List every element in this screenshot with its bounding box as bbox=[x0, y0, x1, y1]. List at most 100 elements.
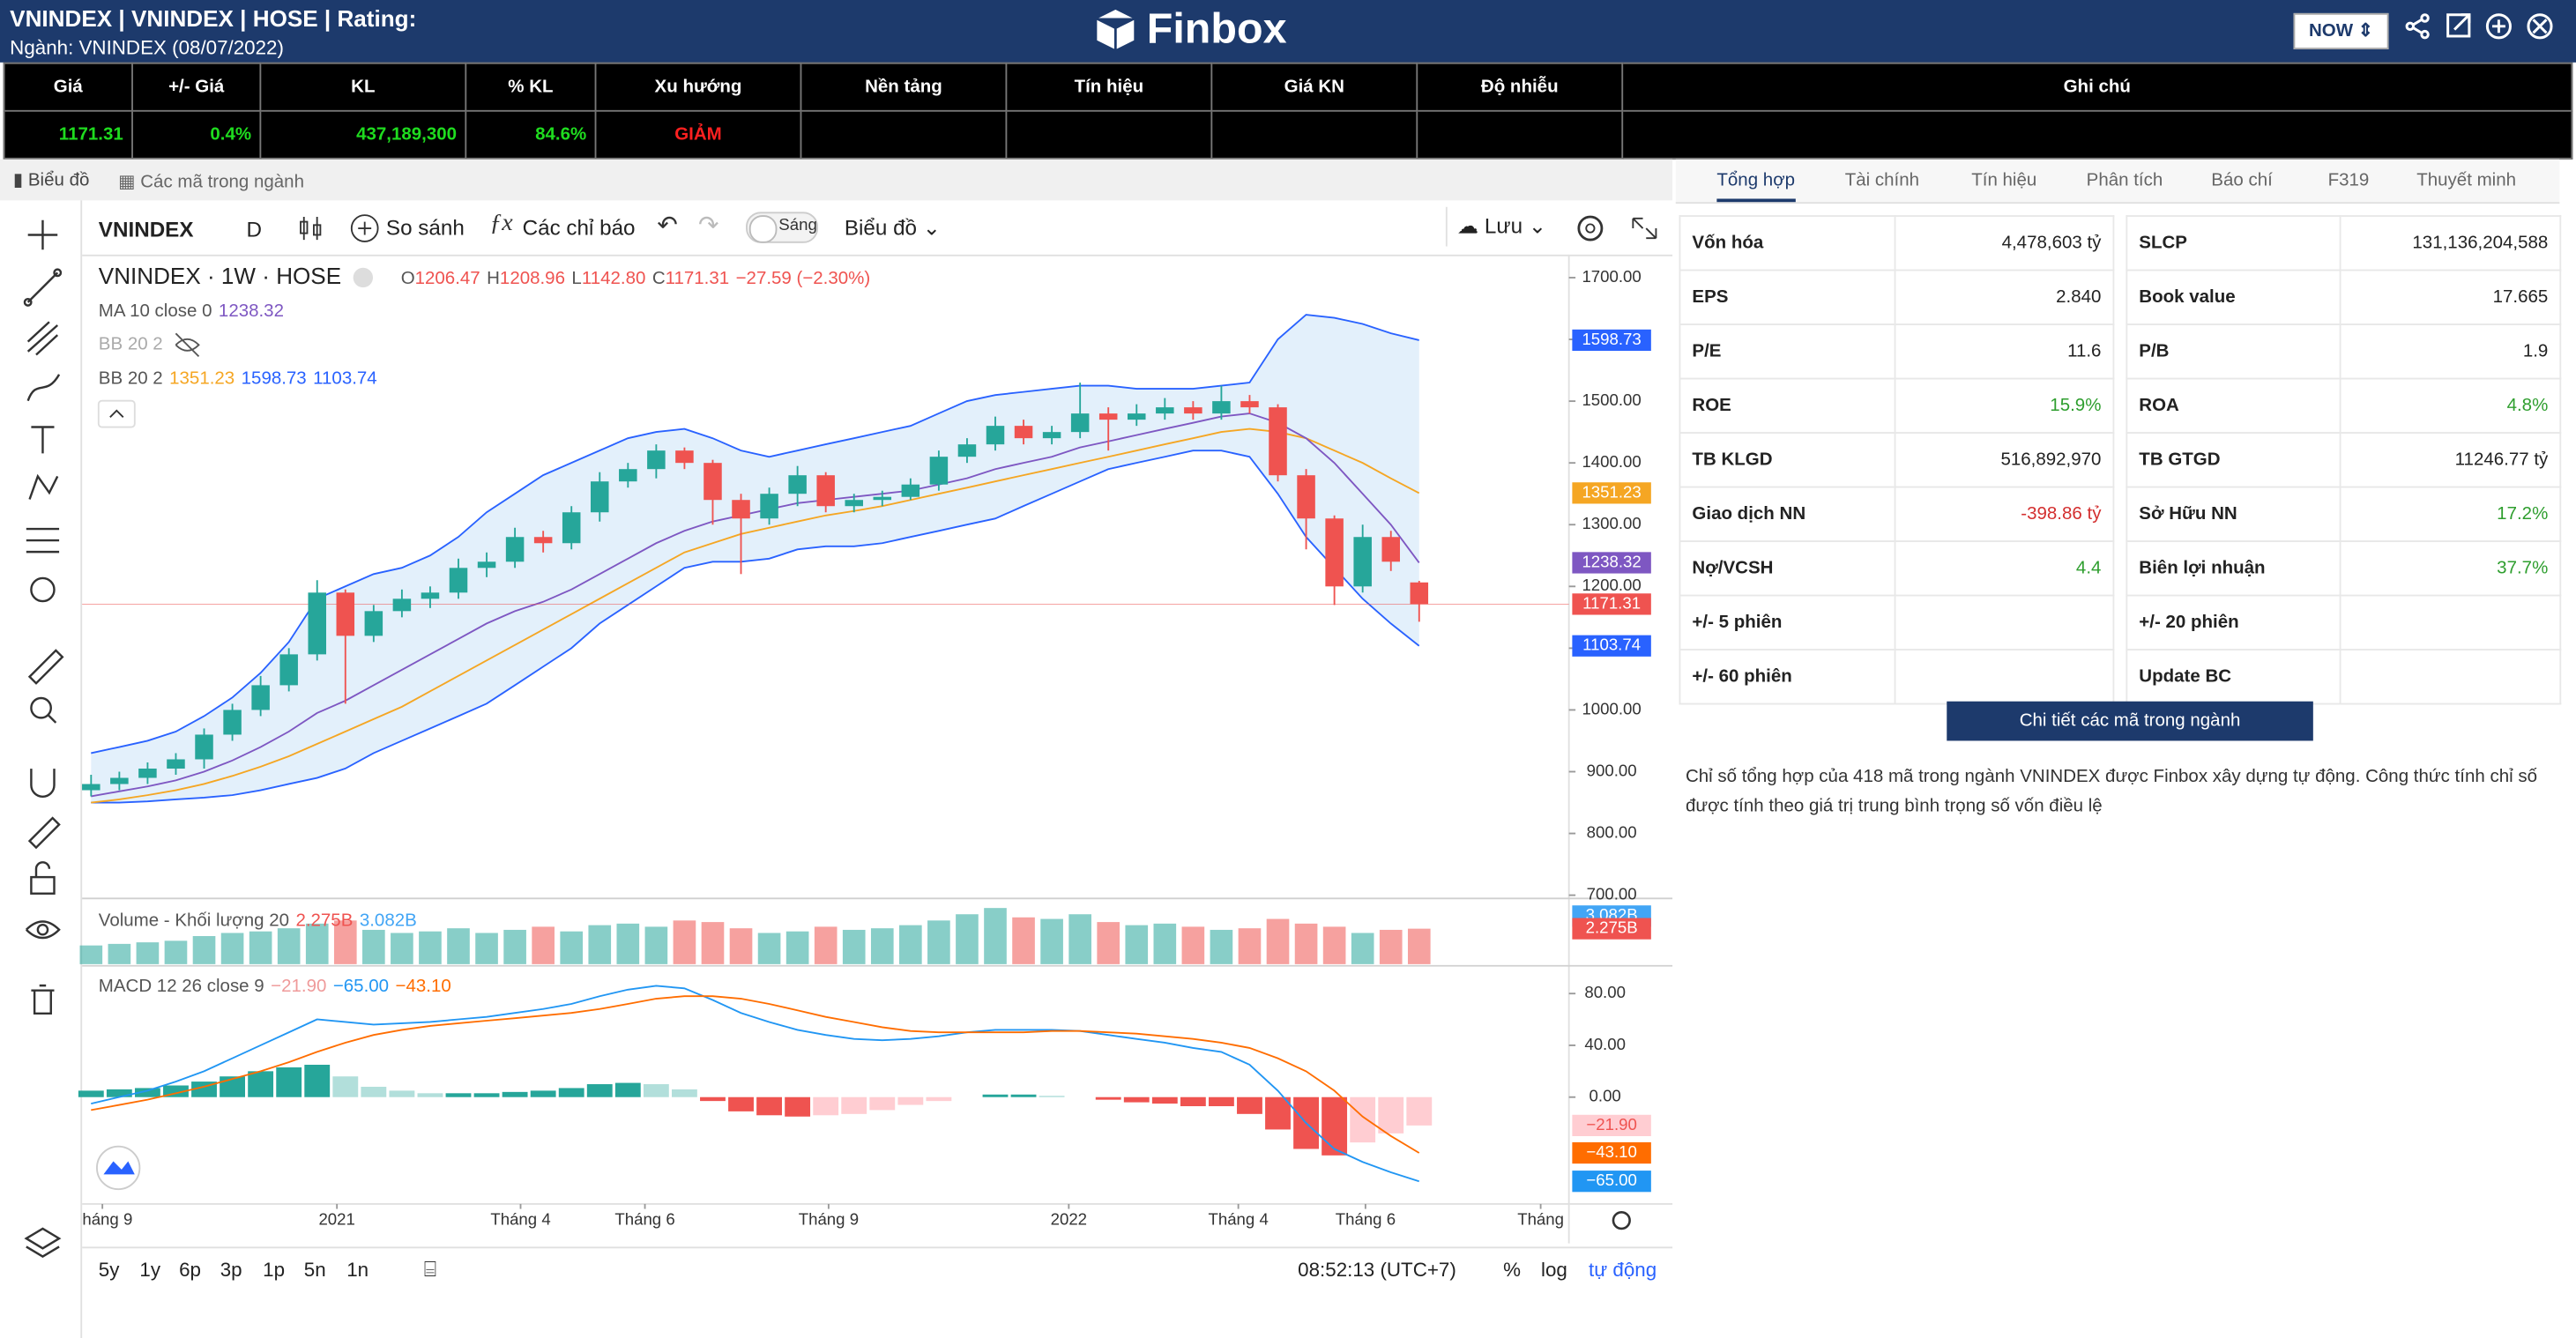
close-icon[interactable] bbox=[2527, 13, 2553, 40]
macd-histogram-bar bbox=[276, 1067, 302, 1097]
range-button[interactable]: 1n bbox=[346, 1258, 369, 1282]
now-button[interactable]: NOW ⇕ bbox=[2293, 12, 2389, 49]
lock-tool[interactable] bbox=[30, 861, 56, 895]
stat-label: ROE bbox=[1679, 377, 1896, 434]
settings-icon[interactable] bbox=[1577, 215, 1604, 242]
industry-button[interactable]: Chi tiết các mã trong ngành bbox=[1947, 701, 2313, 741]
ohlc-item: 1171.31 bbox=[666, 268, 730, 288]
save-button[interactable]: ☁ Lưu ⌄ bbox=[1445, 206, 1569, 247]
right-tab[interactable]: Tín hiệu bbox=[1971, 170, 2037, 191]
stat-label: P/B bbox=[2126, 323, 2341, 380]
candle-body bbox=[308, 592, 326, 655]
legend: Volume - Khối lượng 20 2.275B 3.082B bbox=[99, 911, 417, 931]
right-tab[interactable]: Phân tích bbox=[2086, 170, 2163, 191]
lock-draw-tool[interactable] bbox=[27, 816, 61, 850]
stat-row: TB GTGD 11246.77 tỷ bbox=[2126, 432, 2562, 488]
prediction-tool[interactable] bbox=[26, 527, 60, 554]
redo[interactable]: ↷ bbox=[697, 212, 719, 241]
layers-tool[interactable] bbox=[24, 1227, 62, 1259]
macd-histogram-bar bbox=[586, 1084, 613, 1097]
line-tool[interactable] bbox=[23, 268, 63, 307]
compare-button[interactable]: So sánh bbox=[385, 215, 465, 241]
range-button[interactable]: 5y bbox=[98, 1258, 120, 1282]
right-tab[interactable]: F319 bbox=[2327, 170, 2370, 191]
stat-row: Sở Hữu NN 17.2% bbox=[2126, 486, 2562, 542]
candle-body bbox=[110, 777, 129, 784]
emoji-tool[interactable] bbox=[30, 576, 56, 603]
ma-name: MA 10 close 0 bbox=[99, 301, 212, 321]
range-button[interactable]: 3p bbox=[220, 1258, 242, 1282]
volume-bar bbox=[757, 933, 781, 964]
range-button[interactable]: 1y bbox=[139, 1258, 161, 1282]
percent-toggle[interactable]: % bbox=[1503, 1258, 1522, 1282]
macd-histogram-bar bbox=[1265, 1096, 1291, 1130]
auto-toggle[interactable]: tự động bbox=[1589, 1258, 1657, 1282]
volume-bar bbox=[785, 931, 809, 964]
range-button[interactable]: 6p bbox=[179, 1258, 202, 1282]
volume-bar bbox=[899, 925, 922, 964]
right-tab[interactable]: Tổng hợp bbox=[1716, 171, 1796, 203]
zoom-tool[interactable] bbox=[30, 696, 57, 724]
volume-bar bbox=[984, 908, 1007, 964]
stat-label: Book value bbox=[2126, 269, 2341, 325]
fullscreen-icon[interactable] bbox=[1632, 217, 1657, 240]
brush-tool[interactable] bbox=[26, 374, 61, 402]
candle-body bbox=[1184, 407, 1202, 414]
tab-chart[interactable]: ▮ Biểu đồ bbox=[12, 170, 90, 191]
share-icon[interactable] bbox=[2405, 13, 2430, 40]
volume-bar bbox=[927, 920, 950, 964]
stat-row: P/E 11.6 bbox=[1679, 323, 2115, 380]
toolbar-icons bbox=[23, 219, 64, 1259]
stat-row: Biên lợi nhuận 37.7% bbox=[2126, 540, 2562, 597]
x-tick-label: Tháng 9 bbox=[72, 1210, 132, 1229]
x-tick-label: Tháng 6 bbox=[614, 1210, 674, 1229]
delete-tool[interactable] bbox=[31, 984, 55, 1015]
macd-histogram-bar bbox=[869, 1096, 896, 1111]
undo[interactable]: ↶ bbox=[657, 212, 678, 241]
ruler-tool[interactable] bbox=[27, 649, 64, 685]
macd-histogram-bar bbox=[813, 1096, 839, 1116]
compare-icon[interactable] bbox=[348, 212, 381, 244]
magnet-tool[interactable] bbox=[30, 769, 56, 799]
range-button[interactable]: 5n bbox=[303, 1258, 326, 1282]
log-toggle[interactable]: log bbox=[1540, 1258, 1567, 1282]
right-tab[interactable]: Tài chính bbox=[1844, 170, 1920, 191]
range-button[interactable]: 1p bbox=[263, 1258, 286, 1282]
cursor-icon[interactable] bbox=[27, 219, 58, 250]
fib-tool[interactable] bbox=[26, 321, 59, 356]
column-header: +/- Giá bbox=[131, 62, 262, 112]
logo-text: Finbox bbox=[1146, 3, 1287, 53]
stat-label: EPS bbox=[1679, 269, 1896, 325]
candle-body bbox=[957, 444, 977, 457]
macd-histogram-bar bbox=[417, 1093, 443, 1097]
volume-bar bbox=[192, 936, 216, 964]
ohlc-item: 1142.80 bbox=[582, 268, 646, 288]
volume-bar bbox=[1153, 923, 1177, 964]
pattern-tool[interactable] bbox=[28, 473, 59, 500]
drawing-toolbar bbox=[0, 200, 83, 1338]
indicators-button[interactable]: Các chỉ báo bbox=[522, 215, 636, 241]
candle-body bbox=[223, 710, 242, 735]
note: Chỉ số tổng hợp của 418 mã trong ngành V… bbox=[1685, 767, 2538, 817]
volume-bar bbox=[1125, 925, 1149, 964]
price-tag-label: 1238.32 bbox=[1582, 552, 1641, 570]
symbol[interactable]: VNINDEX bbox=[98, 216, 194, 242]
candle-type-icon[interactable] bbox=[295, 213, 328, 243]
visibility-tool[interactable] bbox=[25, 920, 61, 940]
interval[interactable]: D bbox=[246, 216, 263, 242]
right-tab[interactable]: Thuyết minh bbox=[2416, 170, 2517, 191]
tab-industry[interactable]: ▦ Các mã trong ngành bbox=[118, 172, 304, 193]
text-tool[interactable] bbox=[31, 426, 55, 454]
quote-cell: 437,189,300 bbox=[259, 109, 467, 160]
chart-type[interactable]: Biểu đồ ⌄ bbox=[844, 215, 942, 241]
ohlc-item: 1206.47 bbox=[415, 268, 480, 288]
add-icon[interactable] bbox=[2485, 13, 2512, 40]
macd-histogram-bar bbox=[558, 1088, 584, 1097]
axis-settings[interactable] bbox=[1612, 1210, 1631, 1230]
date-range-icon[interactable]: ⌸ bbox=[423, 1256, 437, 1282]
right-tab[interactable]: Báo chí bbox=[2211, 170, 2273, 191]
theme-toggle[interactable]: Sáng bbox=[746, 212, 819, 243]
volume-bar bbox=[391, 933, 413, 964]
open-icon[interactable] bbox=[2446, 13, 2471, 38]
